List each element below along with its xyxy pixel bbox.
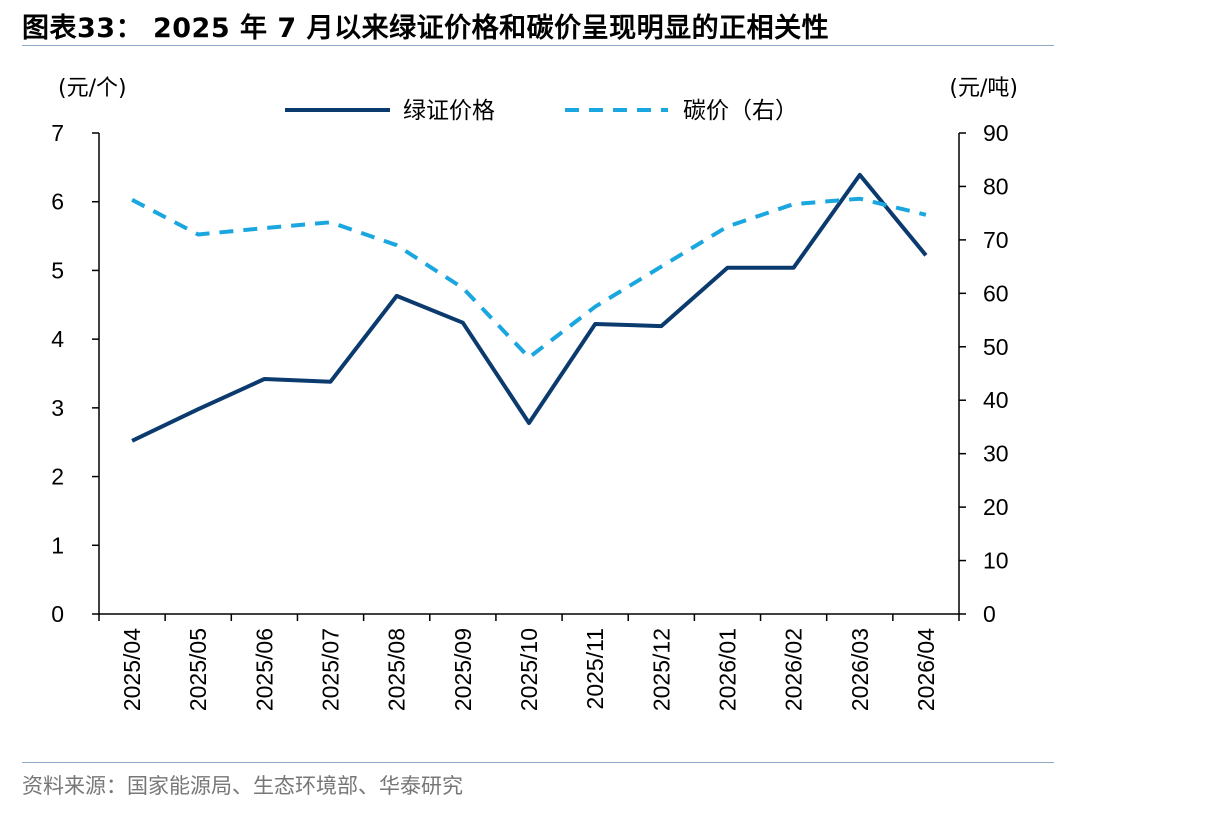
x-tick-label: 2026/04 [913, 628, 939, 711]
x-tick-label: 2026/01 [714, 628, 740, 711]
source-divider [22, 762, 1054, 763]
series-line-carbon [131, 196, 927, 360]
title-divider [22, 45, 1054, 46]
series-line-green-cert [131, 172, 928, 443]
left-tick-label: 6 [51, 189, 64, 215]
x-tick-label: 2026/02 [781, 628, 807, 711]
chart-title: 图表33： 2025 年 7 月以来绿证价格和碳价呈现明显的正相关性 [22, 13, 830, 44]
right-tick-label: 90 [983, 120, 1009, 146]
axes [98, 133, 960, 615]
right-tick-label: 70 [983, 227, 1009, 253]
x-tick-label: 2025/11 [582, 628, 608, 709]
right-axis-unit: (元/吨) [949, 76, 1018, 101]
legend-label-green-cert: 绿证价格 [403, 98, 495, 124]
left-tick-label: 1 [51, 532, 64, 558]
left-tick-label: 3 [51, 395, 64, 421]
left-tick-label: 2 [51, 464, 64, 490]
legend: 绿证价格 碳价（右） [285, 98, 798, 124]
x-tick-label: 2026/03 [847, 628, 873, 711]
x-tick-label: 2025/10 [516, 628, 542, 711]
left-tick-label: 0 [51, 601, 64, 627]
legend-label-carbon: 碳价（右） [683, 98, 798, 124]
left-tick-label: 4 [51, 326, 64, 352]
x-tick-label: 2025/04 [119, 628, 145, 711]
left-tick-label: 5 [51, 257, 64, 283]
left-axis-ticks: 0 1 2 3 4 5 6 7 [51, 120, 99, 627]
right-tick-label: 30 [983, 441, 1009, 467]
source-note: 资料来源：国家能源局、生态环境部、华泰研究 [22, 774, 463, 798]
x-tick-label: 2025/08 [384, 628, 410, 711]
left-axis-unit: (元/个) [58, 76, 127, 101]
right-tick-label: 40 [983, 387, 1009, 413]
right-tick-label: 50 [983, 334, 1009, 360]
right-axis-ticks: 0 10 20 30 40 50 60 70 80 90 [959, 120, 1009, 627]
series-lines [131, 172, 928, 443]
right-tick-label: 0 [983, 601, 996, 627]
right-tick-label: 20 [983, 494, 1009, 520]
right-tick-label: 80 [983, 173, 1009, 199]
x-tick-label: 2025/09 [450, 628, 476, 711]
x-tick-label: 2025/12 [648, 628, 674, 711]
x-tick-label: 2025/07 [318, 628, 344, 711]
right-tick-label: 10 [983, 548, 1009, 574]
right-tick-label: 60 [983, 280, 1009, 306]
left-tick-label: 7 [51, 120, 64, 146]
x-tick-label: 2025/06 [251, 628, 277, 711]
x-tick-label: 2025/05 [185, 628, 211, 711]
x-axis-ticks: 2025/04 2025/05 2025/06 2025/07 2025/08 2025/… [98, 614, 960, 711]
